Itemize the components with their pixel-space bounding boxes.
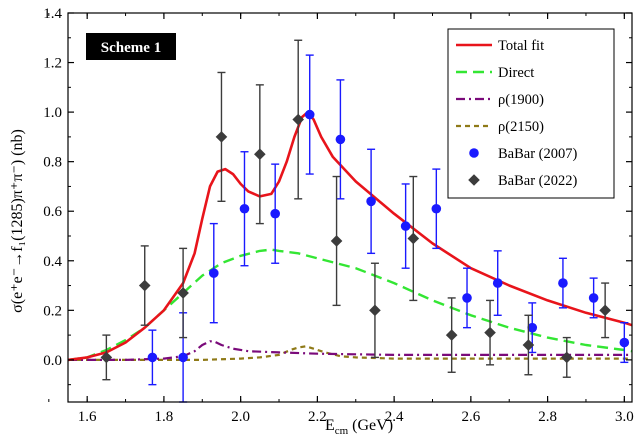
point-babar-2007 [431, 203, 442, 214]
x-tick-label: 2.8 [538, 409, 557, 425]
point-babar-2007 [335, 134, 346, 145]
y-tick-label: 0.6 [43, 204, 62, 220]
point-babar-2007 [492, 278, 503, 288]
x-tick-label: 2.0 [231, 409, 250, 425]
axis-ticks: 1.6 1.8 2.0 2.2 2.4 2.6 2.8 3.0 0.0 0.2 0.4 0.6 0.8 1… [43, 6, 633, 425]
scheme-label-text: Scheme 1 [101, 40, 161, 56]
scheme-label: Scheme 1 [86, 33, 176, 60]
legend-swatch-babar-2007 [469, 148, 479, 158]
curve--2150- [68, 345, 632, 361]
point-babar-2007 [147, 352, 158, 363]
x-axis-title: Ecm (GeV) [325, 417, 393, 437]
plot-frame [67, 12, 633, 403]
scheme-label-box [86, 33, 176, 60]
curve--1900- [68, 340, 632, 361]
data-points [100, 39, 630, 403]
point-babar-2022 [522, 339, 535, 351]
point-babar-2007 [178, 352, 188, 363]
point-babar-2022 [330, 235, 343, 247]
point-babar-2022 [445, 329, 458, 341]
x-tick-label: 1.8 [155, 409, 174, 425]
point-babar-2022 [599, 304, 611, 317]
x-tick-label: 3.0 [615, 409, 634, 425]
x-tick-label: 2.6 [461, 409, 480, 425]
y-tick-label: 1.4 [43, 6, 62, 22]
point-babar-2007 [400, 221, 411, 231]
point-babar-2007 [270, 208, 280, 219]
point-babar-2007 [208, 268, 219, 278]
point-babar-2007 [619, 337, 630, 348]
x-tick-label: 2.4 [385, 409, 404, 425]
point-babar-2007 [558, 278, 568, 288]
y-tick-label: 0.4 [43, 254, 62, 270]
point-babar-2022 [560, 351, 573, 364]
y-axis-title: σ(e⁺e⁻→f₁(1285)π⁺π⁻) (nb) [9, 129, 26, 313]
y-tick-label: 0.0 [43, 353, 62, 369]
point-babar-2022 [100, 351, 113, 364]
x-tick-label: 2.2 [308, 409, 327, 425]
point-babar-2022 [177, 287, 189, 299]
legend-swatch-babar-2022 [468, 174, 480, 186]
point-babar-2022 [407, 232, 420, 245]
point-babar-2022 [254, 148, 266, 161]
point-babar-2007 [366, 196, 376, 207]
legend-box [447, 28, 615, 199]
legend-label-babar-2007: BaBar (2007) [498, 146, 577, 162]
y-tick-label: 1.0 [43, 105, 62, 121]
y-tick-label: 1.2 [43, 56, 62, 72]
legend-label--2150: ρ(2150) [498, 119, 544, 135]
point-babar-2022 [484, 326, 496, 339]
point-babar-2007 [304, 109, 315, 120]
legend-label-total-fit: Total fit [498, 38, 544, 54]
legend-label--1900: ρ(1900) [498, 92, 544, 108]
point-babar-2022 [215, 131, 228, 143]
y-tick-label: 0.2 [43, 303, 62, 319]
point-babar-2022 [138, 279, 151, 292]
x-tick-label: 1.6 [78, 409, 97, 425]
point-babar-2007 [462, 293, 472, 303]
legend-label-direct: Direct [498, 65, 534, 81]
legend-label-babar-2022: BaBar (2022) [498, 173, 577, 189]
point-babar-2022 [292, 113, 305, 126]
point-babar-2007 [527, 322, 538, 333]
y-tick-label: 0.8 [43, 155, 62, 171]
point-babar-2007 [239, 203, 250, 214]
point-babar-2022 [369, 304, 381, 317]
point-babar-2007 [588, 293, 599, 303]
legend: Total fit Direct ρ(1900) ρ(2150) BaBar (2007… [447, 28, 615, 199]
